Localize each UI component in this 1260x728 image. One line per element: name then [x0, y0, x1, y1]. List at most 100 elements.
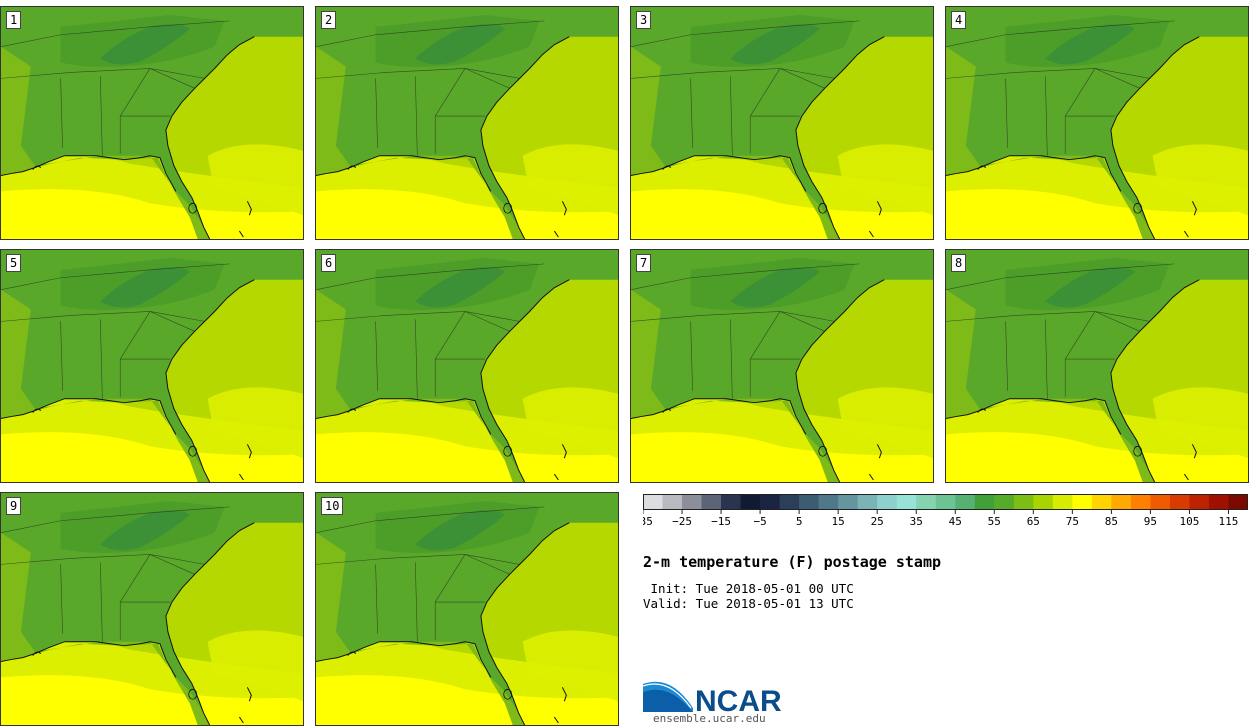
map-shape: [165, 522, 255, 725]
map-shape: [837, 387, 933, 459]
ensemble-member-panel-8: 8: [945, 249, 1249, 483]
map-shape: [316, 155, 492, 192]
map-shape: [522, 144, 618, 216]
map-shape: [631, 263, 860, 399]
map-shape: [631, 155, 807, 192]
colorbar-segment: [818, 494, 839, 510]
member-number-label: 6: [321, 254, 337, 272]
colorbar-segment: [1169, 494, 1190, 510]
temperature-map: [946, 7, 1248, 239]
colorbar-segment: [1052, 494, 1073, 510]
colorbar-segment: [682, 494, 703, 510]
map-shape: [1, 675, 303, 725]
colorbar-tick-label: 15: [832, 515, 845, 528]
colorbar-tick-label: −35: [643, 515, 653, 528]
map-shape: [1045, 24, 1135, 65]
init-time: Init: Tue 2018-05-01 00 UTC: [643, 581, 854, 596]
logo-text: NCAR: [695, 685, 782, 718]
colorbar-segment: [1013, 494, 1034, 510]
map-shape: [1, 506, 230, 642]
map-shape: [795, 36, 885, 239]
colorbar-segment: [1130, 494, 1151, 510]
map-shape: [554, 687, 567, 724]
map-shape: [1, 641, 177, 678]
colorbar-tick-label: 45: [949, 515, 962, 528]
member-number-label: 9: [6, 497, 22, 515]
map-shape: [1, 20, 230, 156]
map-shape: [1, 263, 230, 399]
figure-title: 2-m temperature (F) postage stamp: [643, 553, 942, 571]
map-shape: [730, 267, 820, 308]
map-shape: [1, 289, 210, 482]
map-shape: [316, 506, 545, 642]
colorbar-tick-label: 5: [796, 515, 803, 528]
map-shape: [188, 202, 198, 214]
colorbar-segment: [1228, 494, 1248, 510]
map-shape: [32, 651, 42, 656]
ncar-logo: NCAR: [643, 681, 782, 718]
map-shape: [347, 165, 357, 170]
temperature-map: [631, 7, 933, 239]
map-shape: [207, 630, 303, 702]
map-shape: [946, 289, 1155, 482]
member-number-label: 10: [321, 497, 344, 515]
ensemble-member-panel-10: 10: [315, 492, 619, 726]
colorbar-segment: [760, 494, 781, 510]
colorbar-segment: [1111, 494, 1132, 510]
colorbar-segment: [974, 494, 995, 510]
colorbar-segment: [838, 494, 859, 510]
map-shape: [946, 46, 1155, 239]
temperature-map: [316, 250, 618, 482]
map-shape: [631, 432, 933, 482]
map-shape: [946, 155, 1122, 192]
map-shape: [316, 432, 618, 482]
colorbar-segment: [857, 494, 878, 510]
colorbar-segment: [896, 494, 917, 510]
map-shape: [1184, 201, 1197, 238]
ensemble-member-panel-7: 7: [630, 249, 934, 483]
temperature-map: [1, 493, 303, 725]
map-shape: [207, 144, 303, 216]
map-shape: [977, 408, 987, 413]
map-shape: [480, 36, 570, 239]
map-shape: [818, 445, 828, 457]
colorbar-tick-label: −15: [711, 515, 731, 528]
map-shape: [946, 398, 1122, 435]
temperature-map: [316, 493, 618, 725]
map-shape: [554, 201, 567, 238]
map-shape: [1045, 267, 1135, 308]
colorbar-segment: [877, 494, 898, 510]
map-shape: [977, 165, 987, 170]
map-shape: [662, 408, 672, 413]
map-shape: [1184, 444, 1197, 481]
map-shape: [415, 24, 505, 65]
colorbar-segment: [701, 494, 722, 510]
map-shape: [730, 24, 820, 65]
colorbar-segment: [916, 494, 937, 510]
member-number-label: 5: [6, 254, 22, 272]
colorbar-frame: [643, 494, 1248, 510]
colorbar-tick-label: 95: [1144, 515, 1157, 528]
ensemble-member-panel-6: 6: [315, 249, 619, 483]
map-shape: [503, 688, 513, 700]
map-shape: [347, 408, 357, 413]
colorbar-tick-label: 65: [1027, 515, 1040, 528]
map-shape: [165, 279, 255, 482]
map-shape: [1, 46, 210, 239]
temperature-map: [1, 250, 303, 482]
colorbar-tick-label: −5: [753, 515, 766, 528]
map-shape: [316, 20, 545, 156]
map-shape: [869, 201, 882, 238]
member-number-label: 8: [951, 254, 967, 272]
colorbar-segment: [1091, 494, 1112, 510]
ensemble-member-panel-5: 5: [0, 249, 304, 483]
ensemble-member-panel-3: 3: [630, 6, 934, 240]
map-shape: [316, 263, 545, 399]
map-shape: [662, 165, 672, 170]
map-shape: [795, 279, 885, 482]
temperature-map: [316, 7, 618, 239]
temperature-map: [946, 250, 1248, 482]
member-number-label: 4: [951, 11, 967, 29]
map-shape: [1110, 36, 1200, 239]
map-shape: [239, 687, 252, 724]
